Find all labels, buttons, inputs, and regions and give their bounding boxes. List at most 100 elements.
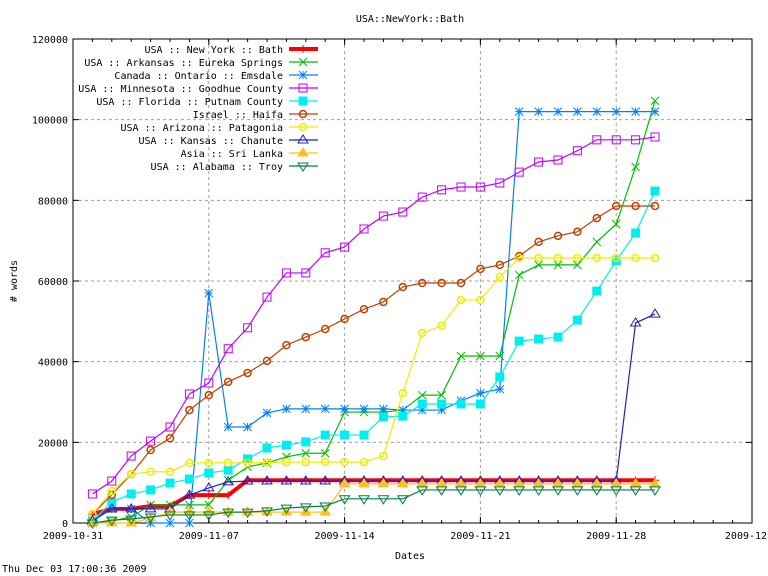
- y-tick-label: 0: [62, 519, 68, 530]
- data-point: [261, 475, 273, 485]
- data-point: [534, 260, 543, 270]
- data-point: [611, 253, 621, 263]
- data-point: [378, 211, 388, 221]
- legend-marker: [298, 122, 308, 132]
- data-point: [611, 201, 621, 211]
- data-point: [185, 518, 194, 528]
- data-point: [358, 495, 370, 505]
- data-point: [631, 253, 640, 263]
- data-point: [437, 321, 446, 331]
- data-point: [476, 295, 485, 305]
- data-point: [437, 185, 447, 195]
- data-point: [125, 502, 138, 513]
- data-point: [534, 237, 543, 247]
- data-point: [534, 334, 544, 344]
- data-point: [573, 260, 582, 270]
- data-point: [650, 253, 660, 263]
- data-point: [398, 282, 408, 292]
- legend-entry: USA :: Kansas :: Chanute: [139, 134, 318, 147]
- data-point: [417, 399, 427, 409]
- data-point: [514, 270, 524, 280]
- data-point: [340, 314, 349, 324]
- data-point: [320, 430, 330, 440]
- data-point: [164, 511, 176, 521]
- data-point: [475, 399, 485, 409]
- data-point: [301, 332, 311, 342]
- data-point: [398, 405, 408, 415]
- legend-marker: [298, 83, 308, 93]
- data-point: [281, 268, 291, 278]
- data-point: [553, 253, 563, 263]
- timestamp: Thu Dec 03 17:00:36 2009: [2, 564, 147, 575]
- data-point: [610, 486, 623, 496]
- data-point: [629, 486, 642, 496]
- data-point: [456, 399, 466, 409]
- data-point: [262, 356, 272, 366]
- legend-entry: USA :: Arkansas :: Eureka Springs: [84, 57, 318, 69]
- data-point: [223, 422, 233, 432]
- data-point: [359, 430, 369, 440]
- data-point: [223, 458, 233, 468]
- data-point: [649, 486, 661, 496]
- legend-label: USA :: Alabama :: Troy: [151, 162, 283, 173]
- data-point: [573, 227, 582, 237]
- data-point: [243, 323, 253, 333]
- data-point: [514, 253, 524, 263]
- data-point: [282, 404, 291, 414]
- data-point: [495, 178, 505, 188]
- data-point: [223, 344, 233, 354]
- data-point: [378, 412, 388, 422]
- data-point: [456, 278, 466, 288]
- data-point: [532, 486, 545, 496]
- y-tick-label: 120000: [32, 35, 68, 46]
- data-point: [572, 315, 582, 325]
- data-point: [301, 268, 311, 278]
- data-point: [184, 389, 194, 399]
- data-point: [204, 458, 214, 468]
- data-point: [379, 404, 388, 414]
- legend-entry: USA :: Arizona :: Patagonia: [120, 122, 318, 134]
- legend-label: USA :: Arizona :: Patagonia: [120, 123, 283, 134]
- data-point: [417, 405, 427, 415]
- data-point: [146, 436, 156, 446]
- data-point: [553, 107, 563, 116]
- data-point: [165, 467, 175, 477]
- y-tick-label: 60000: [38, 277, 68, 288]
- data-point: [320, 248, 330, 258]
- data-point: [650, 132, 660, 142]
- data-point: [165, 422, 175, 432]
- data-point: [398, 207, 408, 217]
- legend-label: Israel :: Haifa: [193, 110, 283, 121]
- data-point: [474, 486, 487, 496]
- data-point: [183, 511, 196, 521]
- data-point: [514, 107, 524, 116]
- data-point: [359, 457, 369, 467]
- data-point: [495, 384, 505, 394]
- series-line: [92, 100, 656, 524]
- data-point: [437, 399, 447, 409]
- grid: [73, 39, 752, 523]
- data-point: [261, 507, 273, 517]
- chart-title: USA::NewYork::Bath: [356, 14, 464, 25]
- data-point: [379, 297, 388, 307]
- data-point: [319, 475, 332, 485]
- data-point: [185, 500, 194, 510]
- data-point: [183, 489, 196, 499]
- data-point: [572, 146, 582, 156]
- data-point: [650, 96, 660, 106]
- x-tick-label: 2009-11-21: [450, 531, 510, 542]
- data-point: [359, 304, 369, 314]
- x-axis-label: Dates: [395, 551, 425, 562]
- y-tick-label: 80000: [38, 196, 68, 207]
- legend-entry: Canada :: Ontario :: Emsdale: [114, 70, 318, 82]
- y-tick-label: 40000: [38, 358, 68, 369]
- data-point: [340, 242, 350, 252]
- data-point: [320, 457, 330, 467]
- data-point: [553, 260, 563, 270]
- data-point: [590, 486, 603, 496]
- legend-entry: USA :: New York :: Bath: [145, 45, 318, 56]
- data-point: [202, 511, 215, 521]
- data-point: [340, 404, 349, 414]
- data-point: [513, 486, 526, 496]
